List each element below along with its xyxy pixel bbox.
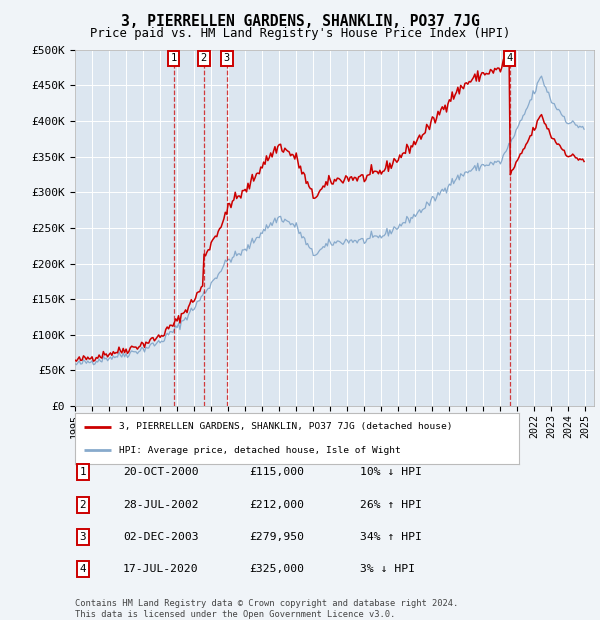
Text: 10% ↓ HPI: 10% ↓ HPI (360, 467, 422, 477)
Text: 17-JUL-2020: 17-JUL-2020 (123, 564, 199, 574)
Text: £212,000: £212,000 (249, 500, 304, 510)
Text: 2: 2 (80, 500, 86, 510)
Text: HPI: Average price, detached house, Isle of Wight: HPI: Average price, detached house, Isle… (119, 446, 401, 454)
Text: £115,000: £115,000 (249, 467, 304, 477)
Text: Price paid vs. HM Land Registry's House Price Index (HPI): Price paid vs. HM Land Registry's House … (90, 27, 510, 40)
Text: £325,000: £325,000 (249, 564, 304, 574)
Text: 3% ↓ HPI: 3% ↓ HPI (360, 564, 415, 574)
Text: 3, PIERRELLEN GARDENS, SHANKLIN, PO37 7JG: 3, PIERRELLEN GARDENS, SHANKLIN, PO37 7J… (121, 14, 479, 29)
Text: 02-DEC-2003: 02-DEC-2003 (123, 532, 199, 542)
Text: Contains HM Land Registry data © Crown copyright and database right 2024.
This d: Contains HM Land Registry data © Crown c… (75, 600, 458, 619)
Text: 28-JUL-2002: 28-JUL-2002 (123, 500, 199, 510)
Text: 4: 4 (80, 564, 86, 574)
Text: 26% ↑ HPI: 26% ↑ HPI (360, 500, 422, 510)
Text: 3: 3 (224, 53, 230, 63)
Text: 1: 1 (170, 53, 177, 63)
Text: 20-OCT-2000: 20-OCT-2000 (123, 467, 199, 477)
Text: 3, PIERRELLEN GARDENS, SHANKLIN, PO37 7JG (detached house): 3, PIERRELLEN GARDENS, SHANKLIN, PO37 7J… (119, 422, 453, 431)
Text: 4: 4 (506, 53, 513, 63)
Text: £279,950: £279,950 (249, 532, 304, 542)
Text: 3: 3 (80, 532, 86, 542)
Text: 2: 2 (200, 53, 207, 63)
Text: 1: 1 (80, 467, 86, 477)
Text: 34% ↑ HPI: 34% ↑ HPI (360, 532, 422, 542)
